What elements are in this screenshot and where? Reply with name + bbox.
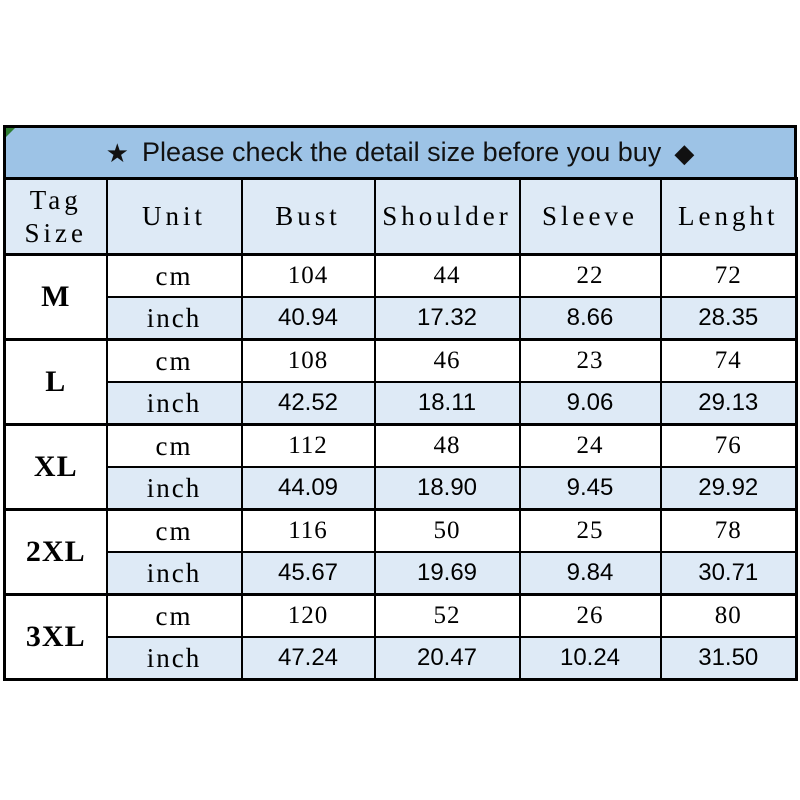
size-chart: ★ Please check the detail size before yo… bbox=[3, 125, 798, 681]
value-cell: 46 bbox=[373, 338, 521, 383]
header-unit: Unit bbox=[105, 177, 243, 256]
header-tag-size: Tag Size bbox=[3, 177, 108, 256]
value-cell: 9.45 bbox=[518, 466, 662, 511]
unit-label-cm: cm bbox=[105, 593, 243, 638]
value-cell: 74 bbox=[659, 338, 798, 383]
value-cell: 17.32 bbox=[373, 296, 521, 341]
value-cell: 25 bbox=[518, 508, 662, 553]
value-cell: 18.11 bbox=[373, 381, 521, 426]
header-bust: Bust bbox=[240, 177, 376, 256]
value-cell: 45.67 bbox=[240, 551, 376, 596]
value-cell: 18.90 bbox=[373, 466, 521, 511]
value-cell: 10.24 bbox=[518, 636, 662, 681]
star-icon: ★ bbox=[105, 137, 129, 168]
size-label-2xl: 2XL bbox=[3, 508, 108, 596]
value-cell: 31.50 bbox=[659, 636, 798, 681]
value-cell: 44 bbox=[373, 253, 521, 298]
value-cell: 47.24 bbox=[240, 636, 376, 681]
value-cell: 120 bbox=[240, 593, 376, 638]
value-cell: 108 bbox=[240, 338, 376, 383]
unit-label-cm: cm bbox=[105, 253, 243, 298]
unit-label-inch: inch bbox=[105, 636, 243, 681]
value-cell: 112 bbox=[240, 423, 376, 468]
value-cell: 24 bbox=[518, 423, 662, 468]
unit-label-inch: inch bbox=[105, 381, 243, 426]
table-row-m-inch: inch 40.94 17.32 8.66 28.35 bbox=[5, 296, 798, 341]
table-row-l-cm: L cm 108 46 23 74 bbox=[3, 338, 798, 426]
value-cell: 30.71 bbox=[659, 551, 798, 596]
size-label-3xl: 3XL bbox=[3, 593, 108, 681]
size-label-l: L bbox=[3, 338, 108, 426]
value-cell: 80 bbox=[659, 593, 798, 638]
table-row-m-cm: M cm 104 44 22 72 bbox=[3, 253, 798, 341]
value-cell: 26 bbox=[518, 593, 662, 638]
value-cell: 22 bbox=[518, 253, 662, 298]
value-cell: 44.09 bbox=[240, 466, 376, 511]
value-cell: 42.52 bbox=[240, 381, 376, 426]
unit-label-cm: cm bbox=[105, 508, 243, 553]
header-shoulder: Shoulder bbox=[373, 177, 521, 256]
unit-label-cm: cm bbox=[105, 423, 243, 468]
value-cell: 29.92 bbox=[659, 466, 798, 511]
unit-label-inch: inch bbox=[105, 466, 243, 511]
table-row-3xl-inch: inch 47.24 20.47 10.24 31.50 bbox=[5, 636, 798, 681]
size-label-m: M bbox=[3, 253, 108, 341]
value-cell: 116 bbox=[240, 508, 376, 553]
size-table: Tag Size Unit Bust Shoulder Sleeve Lengh… bbox=[3, 177, 798, 681]
value-cell: 19.69 bbox=[373, 551, 521, 596]
value-cell: 78 bbox=[659, 508, 798, 553]
value-cell: 20.47 bbox=[373, 636, 521, 681]
header-lenght: Lenght bbox=[659, 177, 798, 256]
banner-text: Please check the detail size before you … bbox=[141, 137, 662, 167]
value-cell: 52 bbox=[373, 593, 521, 638]
size-label-xl: XL bbox=[3, 423, 108, 511]
value-cell: 28.35 bbox=[659, 296, 798, 341]
value-cell: 29.13 bbox=[659, 381, 798, 426]
unit-label-inch: inch bbox=[105, 296, 243, 341]
value-cell: 104 bbox=[240, 253, 376, 298]
table-row-xl-inch: inch 44.09 18.90 9.45 29.92 bbox=[5, 466, 798, 511]
banner: ★ Please check the detail size before yo… bbox=[3, 125, 797, 177]
value-cell: 48 bbox=[373, 423, 521, 468]
header-sleeve: Sleeve bbox=[518, 177, 662, 256]
table-row-xl-cm: XL cm 112 48 24 76 bbox=[3, 423, 798, 511]
value-cell: 50 bbox=[373, 508, 521, 553]
unit-label-cm: cm bbox=[105, 338, 243, 383]
value-cell: 23 bbox=[518, 338, 662, 383]
green-corner-marker-icon bbox=[6, 128, 15, 137]
value-cell: 72 bbox=[659, 253, 798, 298]
unit-label-inch: inch bbox=[105, 551, 243, 596]
table-row-l-inch: inch 42.52 18.11 9.06 29.13 bbox=[5, 381, 798, 426]
value-cell: 40.94 bbox=[240, 296, 376, 341]
table-row-2xl-inch: inch 45.67 19.69 9.84 30.71 bbox=[5, 551, 798, 596]
value-cell: 8.66 bbox=[518, 296, 662, 341]
value-cell: 9.06 bbox=[518, 381, 662, 426]
diamond-icon: ◆ bbox=[674, 137, 695, 168]
header-row: Tag Size Unit Bust Shoulder Sleeve Lengh… bbox=[3, 177, 798, 256]
value-cell: 9.84 bbox=[518, 551, 662, 596]
value-cell: 76 bbox=[659, 423, 798, 468]
table-row-2xl-cm: 2XL cm 116 50 25 78 bbox=[3, 508, 798, 596]
table-row-3xl-cm: 3XL cm 120 52 26 80 bbox=[3, 593, 798, 681]
